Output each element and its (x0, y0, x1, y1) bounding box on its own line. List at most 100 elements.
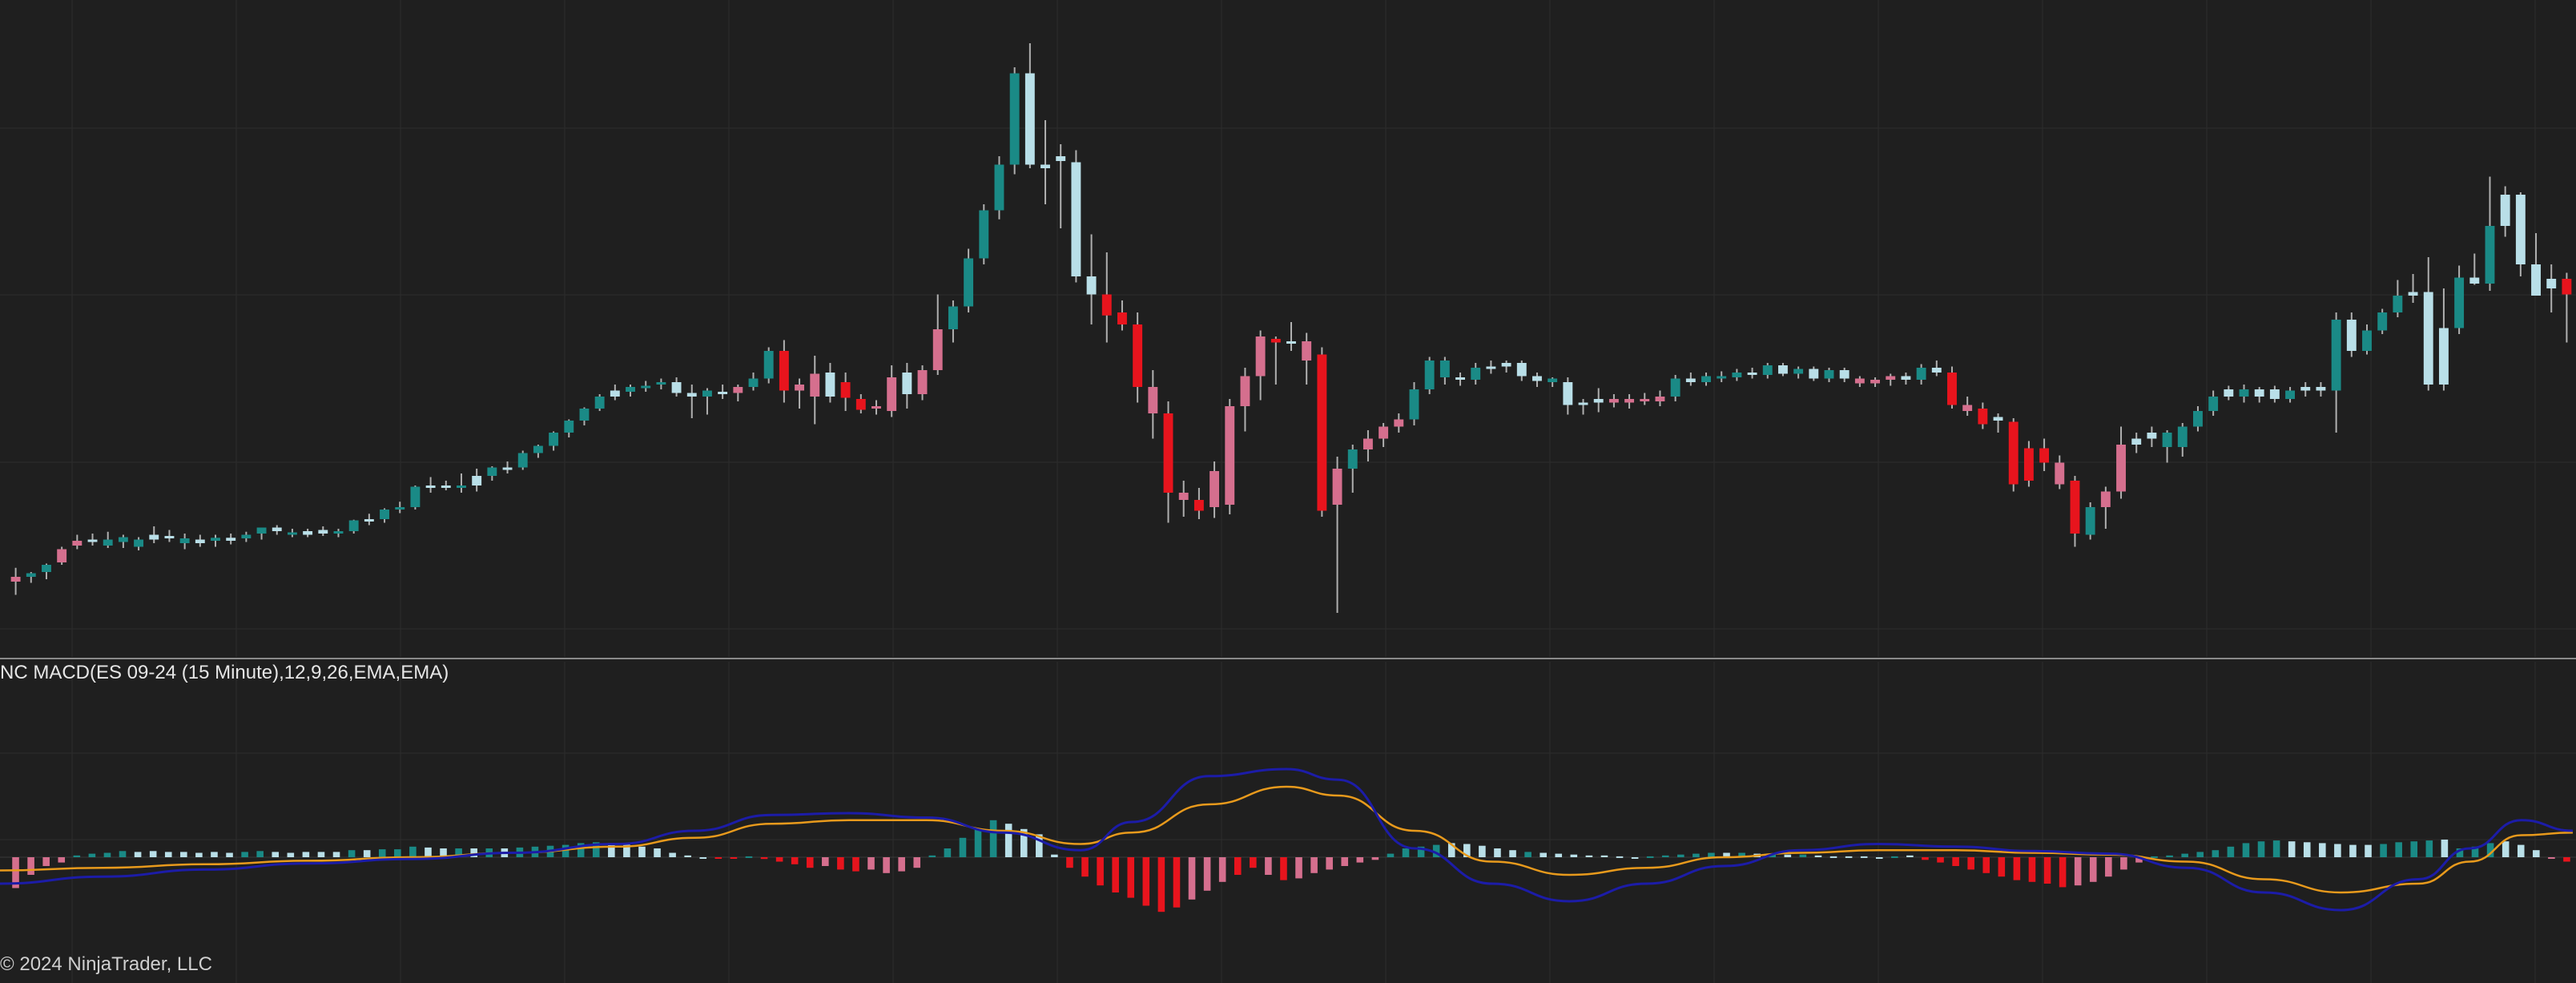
macd-histogram-bar (12, 857, 19, 888)
macd-histogram-bar (226, 852, 233, 857)
macd-histogram-bar (378, 849, 386, 857)
candle-body (1270, 339, 1281, 343)
candle-body (103, 539, 113, 546)
candle-body (1685, 378, 1696, 382)
copyright-notice: © 2024 NinjaTrader, LLC (0, 953, 212, 975)
candle-body (2515, 195, 2526, 264)
macd-histogram-bar (2074, 857, 2082, 886)
candle-body (979, 210, 989, 259)
macd-histogram-bar (2349, 844, 2357, 857)
candle-body (855, 399, 866, 410)
candle-body (2055, 462, 2065, 485)
candle-body (2500, 195, 2510, 226)
macd-histogram-bar (409, 846, 417, 857)
macd-histogram-bar (88, 853, 96, 857)
candle-body (779, 351, 789, 391)
macd-histogram-bar (1234, 857, 1242, 875)
candle-body (718, 392, 728, 394)
candle-body (2116, 445, 2126, 492)
macd-histogram-bar (1341, 857, 1349, 866)
macd-histogram-bar (1600, 855, 1608, 857)
macd-histogram-bar (287, 852, 295, 857)
macd-histogram-bar (577, 843, 585, 857)
macd-histogram-bar (2242, 843, 2250, 857)
candle-body (748, 378, 759, 387)
macd-histogram-bar (1738, 852, 1745, 857)
candle-body (763, 351, 774, 379)
macd-histogram-bar (959, 837, 967, 857)
candle-body (887, 377, 897, 411)
candle-body (164, 536, 175, 538)
macd-histogram-bar (440, 848, 447, 857)
macd-histogram-bar (2441, 840, 2449, 857)
candle-body (410, 486, 421, 507)
macd-histogram-bar (2135, 857, 2143, 863)
candle-body (134, 539, 144, 547)
macd-histogram-bar (1540, 852, 1547, 857)
candle-body (1347, 449, 1358, 469)
candle-body (2546, 279, 2557, 288)
candle-body (948, 306, 958, 329)
candle-body (641, 385, 651, 389)
macd-histogram-bar (2288, 841, 2296, 857)
candle-body (733, 387, 743, 393)
macd-histogram-bar (2013, 857, 2021, 880)
candle-body (2177, 426, 2188, 447)
macd-histogram-bar (134, 852, 142, 857)
macd-histogram-bar (332, 852, 340, 857)
macd-histogram-bar (363, 850, 371, 857)
candle-body (1931, 368, 1942, 373)
macd-histogram-bar (714, 857, 722, 859)
macd-histogram-bar (775, 857, 783, 862)
macd-histogram-bar (2334, 844, 2341, 857)
macd-histogram-bar (669, 852, 676, 857)
candle-body (1178, 493, 1189, 500)
macd-histogram-bar (867, 857, 875, 870)
candle-body (1148, 387, 1158, 413)
candle-body (702, 390, 712, 397)
candle-body (1379, 426, 1389, 439)
macd-histogram-bar (1524, 852, 1532, 857)
candle-body (1809, 369, 1819, 379)
candle-body (656, 382, 666, 385)
candle-body (964, 258, 974, 307)
price-panel[interactable] (10, 43, 2572, 613)
macd-panel[interactable] (0, 767, 2576, 912)
macd-histogram-bar (806, 857, 814, 868)
macd-histogram-bar (1906, 855, 1914, 857)
macd-histogram-bar (837, 857, 844, 870)
candle-body (2454, 277, 2465, 328)
candle-body (1993, 417, 2003, 421)
macd-histogram-bar (2548, 857, 2555, 859)
macd-histogram-bar (684, 855, 691, 857)
macd-histogram-bar (1494, 848, 1501, 857)
macd-histogram-bar (1250, 857, 1257, 868)
macd-histogram-bar (241, 852, 248, 857)
macd-histogram-bar (2533, 850, 2540, 857)
macd-histogram-bar (2059, 857, 2067, 888)
macd-histogram-bar (256, 851, 264, 857)
candle-body (272, 527, 282, 531)
macd-histogram-bar (699, 857, 707, 859)
candle-body (2562, 279, 2572, 295)
candle-body (1424, 361, 1435, 389)
macd-histogram-bar (1555, 853, 1563, 857)
candle-body (287, 532, 297, 535)
candle-body (1332, 469, 1342, 505)
candle-body (364, 519, 374, 522)
candle-body (1362, 438, 1373, 449)
candle-body (241, 534, 252, 538)
macd-histogram-bar (2043, 857, 2051, 884)
candle-body (1225, 406, 1235, 505)
candle-body (517, 453, 528, 468)
candle-body (1640, 399, 1650, 401)
macd-histogram-bar (1814, 855, 1822, 857)
candle-body (118, 537, 128, 542)
macd-histogram-bar (2212, 850, 2220, 857)
candle-body (226, 538, 236, 541)
macd-histogram-bar (2151, 856, 2158, 858)
candle-body (533, 445, 543, 453)
macd-histogram-bar (1570, 854, 1578, 857)
candle-body (1163, 413, 1173, 493)
